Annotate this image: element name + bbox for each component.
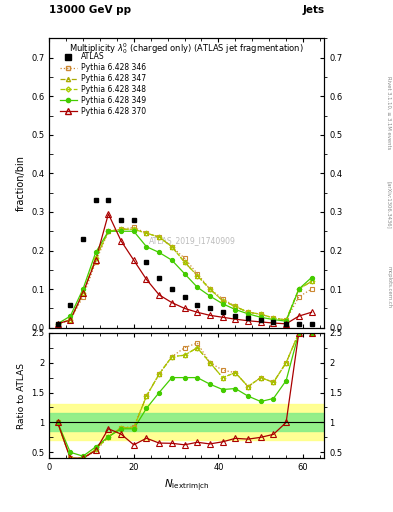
Legend: ATLAS, Pythia 6.428 346, Pythia 6.428 347, Pythia 6.428 348, Pythia 6.428 349, P: ATLAS, Pythia 6.428 346, Pythia 6.428 34…	[59, 51, 147, 117]
Y-axis label: fraction/bin: fraction/bin	[15, 155, 26, 211]
Text: Rivet 3.1.10, ≥ 3.1M events: Rivet 3.1.10, ≥ 3.1M events	[387, 76, 391, 150]
Text: 13000 GeV pp: 13000 GeV pp	[49, 5, 131, 15]
X-axis label: $N_{\mathrm{lextrim|ch}}$: $N_{\mathrm{lextrim|ch}}$	[164, 478, 209, 494]
Text: [arXiv:1306.3436]: [arXiv:1306.3436]	[387, 181, 391, 229]
Text: ATLAS_2019_I1740909: ATLAS_2019_I1740909	[149, 237, 236, 245]
Text: mcplots.cern.ch: mcplots.cern.ch	[387, 266, 391, 308]
Text: Jets: Jets	[302, 5, 324, 15]
Y-axis label: Ratio to ATLAS: Ratio to ATLAS	[17, 362, 26, 429]
Text: Multiplicity $\lambda_0^0$ (charged only) (ATLAS jet fragmentation): Multiplicity $\lambda_0^0$ (charged only…	[69, 41, 304, 56]
